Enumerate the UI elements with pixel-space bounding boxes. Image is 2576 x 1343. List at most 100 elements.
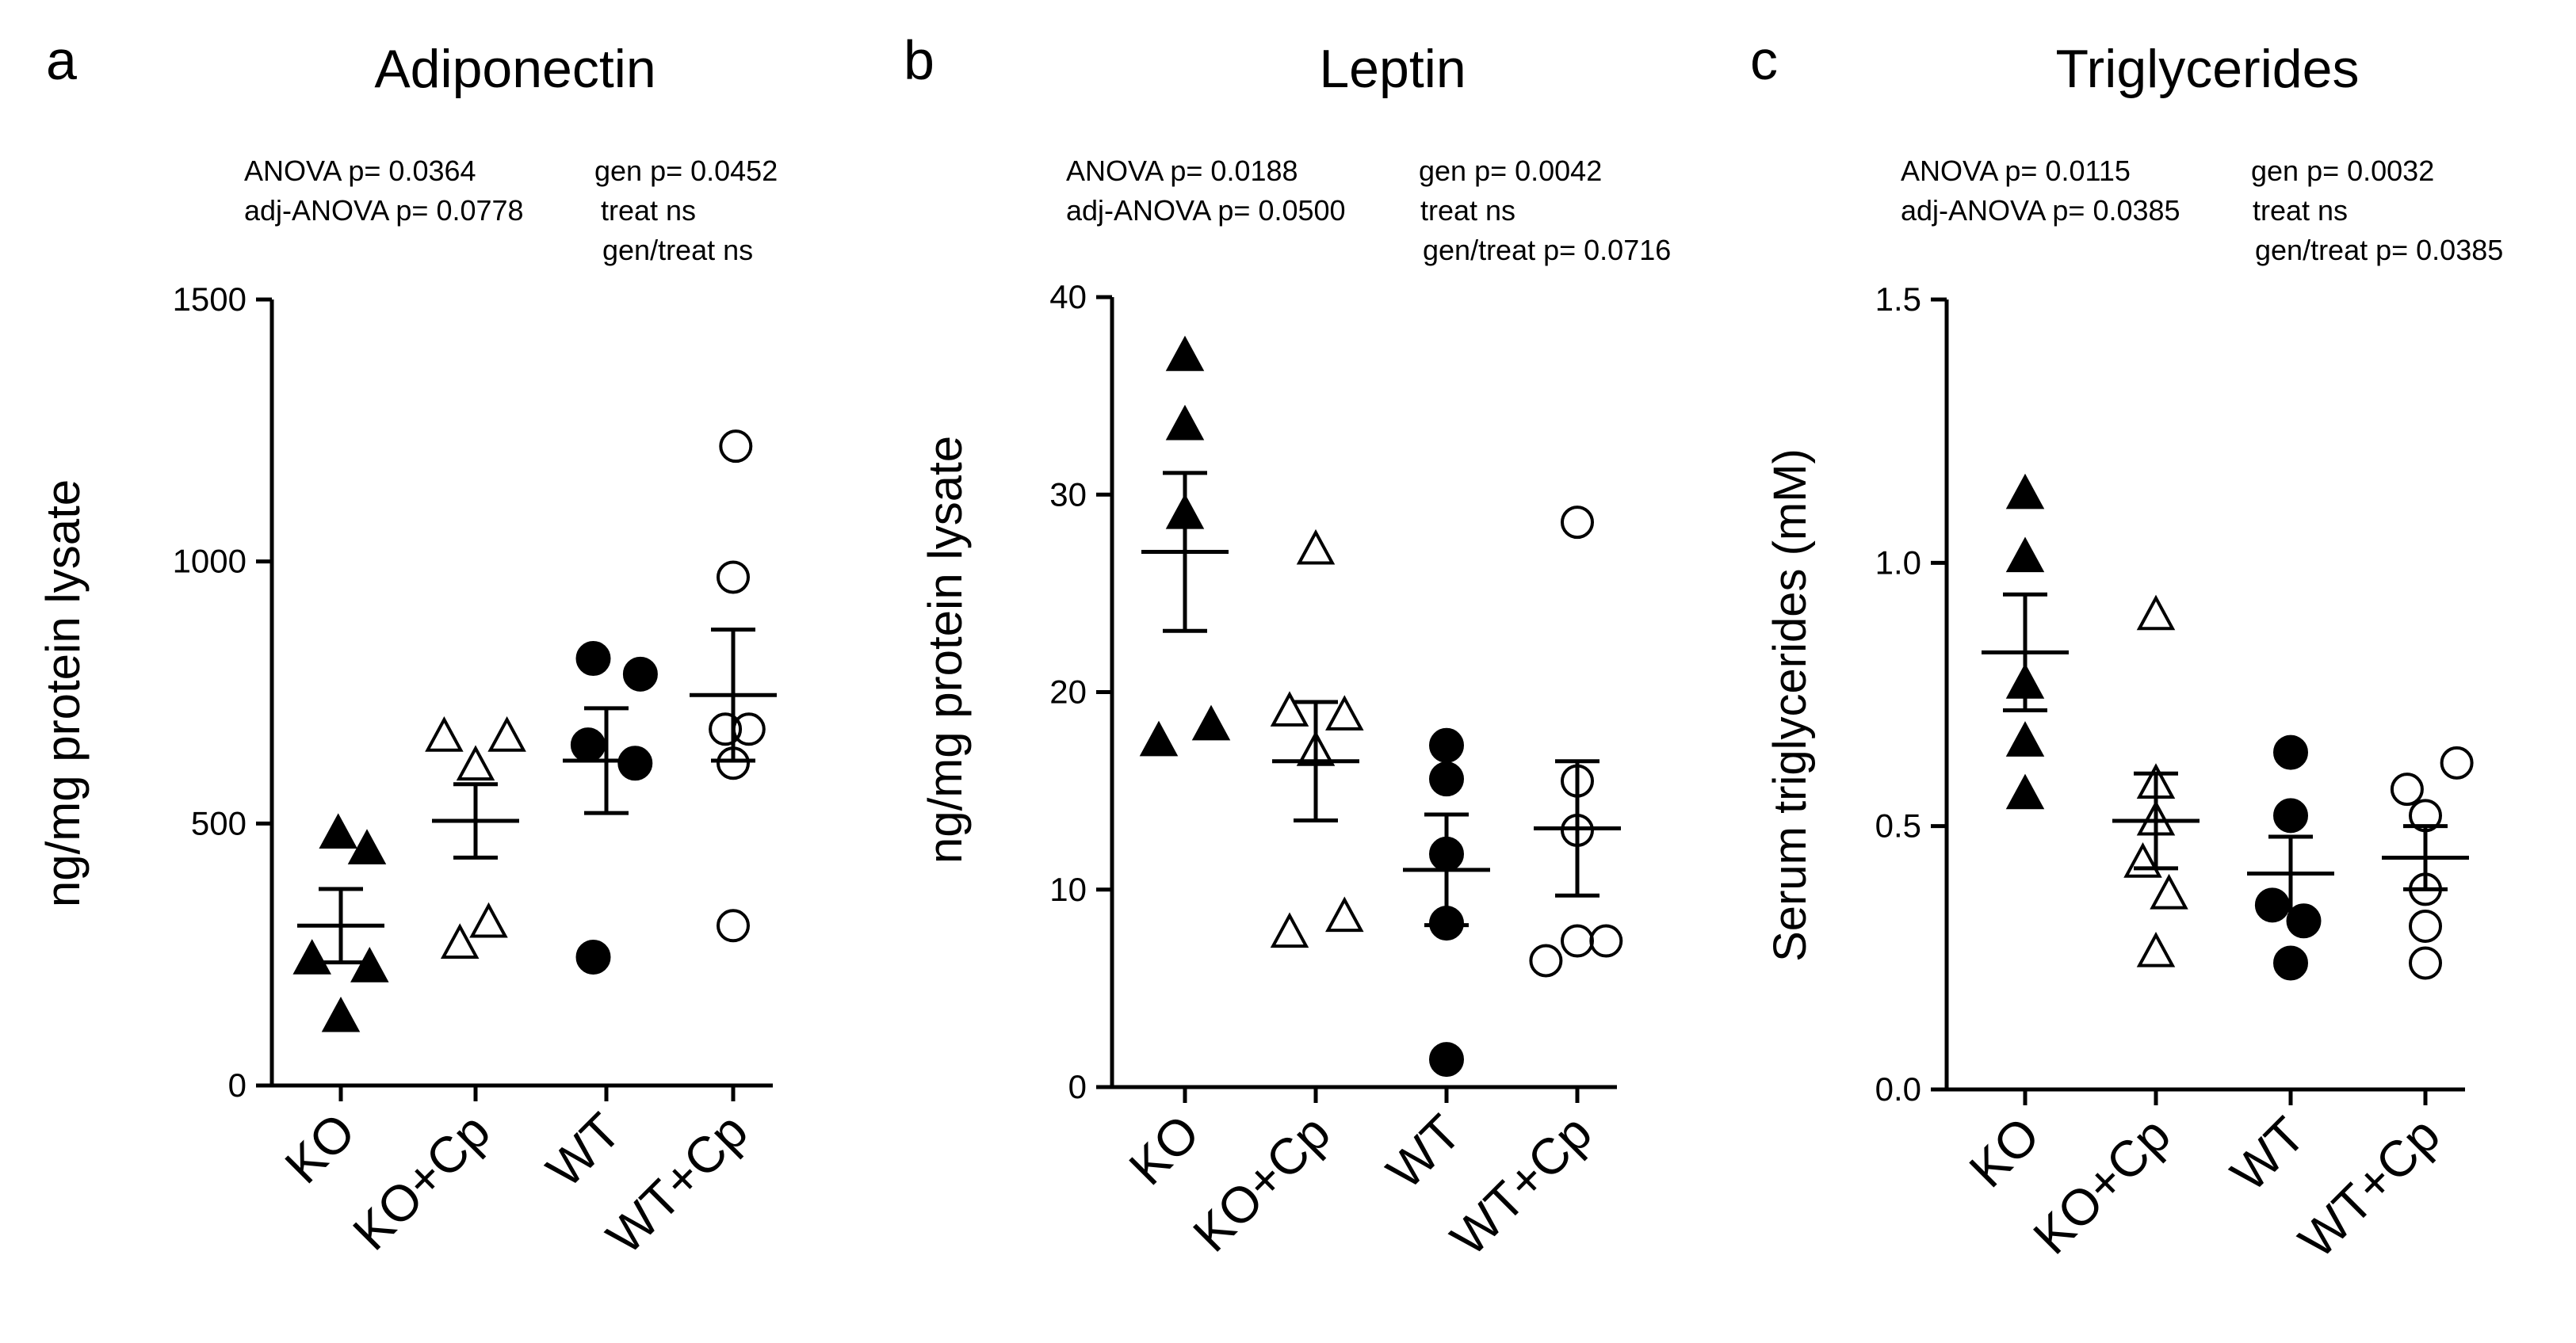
x-tick-label: WT+Cp <box>2287 1106 2451 1269</box>
y-axis-label: ng/mg protein lysate <box>919 436 972 864</box>
stats-anova: ANOVA p= 0.0364 <box>244 155 476 187</box>
y-tick-label: 1.5 <box>1875 280 1921 318</box>
x-tick-label: WT <box>1376 1104 1472 1200</box>
y-tick-label: 40 <box>1049 278 1087 315</box>
data-point <box>292 939 331 975</box>
y-tick-label: 500 <box>191 804 247 841</box>
x-tick-label: KO+Cp <box>1182 1104 1341 1263</box>
data-point <box>1325 896 1364 933</box>
data-point <box>2273 734 2308 770</box>
y-axis-label: Serum triglycerides (mM) <box>1764 448 1816 962</box>
stats-gen: gen p= 0.0042 <box>1419 155 1602 187</box>
stats-gen: gen p= 0.0032 <box>2251 155 2434 187</box>
data-point <box>732 712 766 746</box>
y-tick-label: 20 <box>1049 673 1087 711</box>
y-tick-label: 0.5 <box>1875 807 1921 845</box>
panel-letter: b <box>904 29 934 91</box>
stats-adj-anova: adj-ANOVA p= 0.0500 <box>1066 194 1346 227</box>
data-point <box>1296 528 1336 565</box>
data-point <box>1270 691 1309 727</box>
data-point <box>1561 924 1594 958</box>
data-point <box>1589 924 1623 958</box>
data-point <box>2005 721 2045 757</box>
data-point <box>456 745 495 781</box>
stats-treat: treat ns <box>2253 194 2348 227</box>
y-tick-label: 0.0 <box>1875 1070 1921 1108</box>
data-point <box>440 923 480 959</box>
panel-letter: a <box>46 29 77 91</box>
data-point <box>2005 473 2045 509</box>
x-tick-label: WT+Cp <box>1439 1104 1603 1267</box>
data-point <box>1429 1042 1464 1078</box>
x-tick-label: KO <box>274 1102 366 1194</box>
data-point <box>1165 404 1205 441</box>
x-tick-label: WT <box>536 1102 632 1198</box>
data-point <box>2123 842 2162 878</box>
x-tick-label: KO <box>1118 1104 1210 1196</box>
stats-gen-treat: gen/treat p= 0.0716 <box>1423 234 1671 266</box>
data-point <box>2273 945 2308 981</box>
panel-letter: c <box>1750 29 1778 91</box>
stats-gen-treat: gen/treat ns <box>602 234 753 266</box>
data-point <box>321 996 361 1032</box>
y-tick-label: 10 <box>1049 871 1087 908</box>
data-point <box>1429 727 1464 763</box>
data-point <box>709 712 743 746</box>
data-point <box>1529 944 1563 978</box>
y-tick-label: 1.0 <box>1875 544 1921 581</box>
data-point <box>570 727 606 763</box>
data-point <box>2005 773 2045 810</box>
data-point <box>487 716 526 752</box>
stats-gen-treat: gen/treat p= 0.0385 <box>2255 234 2503 266</box>
panel-leptin: b Leptin ANOVA p= 0.0188 adj-ANOVA p= 0.… <box>904 29 1671 1267</box>
chart-title: Leptin <box>1319 39 1466 99</box>
data-point <box>2409 946 2442 980</box>
y-tick-label: 30 <box>1049 475 1087 513</box>
data-point <box>2390 773 2424 807</box>
data-point <box>2136 931 2176 967</box>
data-point <box>347 829 387 864</box>
data-point <box>2150 873 2188 910</box>
data-point <box>1325 695 1364 731</box>
data-point <box>575 641 611 677</box>
data-point <box>1165 335 1205 372</box>
data-point <box>1270 912 1309 948</box>
stats-anova: ANOVA p= 0.0115 <box>1901 155 2131 187</box>
chart-title: Triglycerides <box>2056 39 2360 99</box>
y-tick-label: 0 <box>1068 1068 1087 1105</box>
data-point <box>2440 746 2474 780</box>
panel-triglycerides: c Triglycerides ANOVA p= 0.0115 adj-ANOV… <box>1750 29 2503 1269</box>
stats-adj-anova: adj-ANOVA p= 0.0385 <box>1901 194 2180 227</box>
data-point <box>1561 506 1594 540</box>
x-tick-label: KO+Cp <box>342 1102 501 1261</box>
data-point <box>2409 909 2442 943</box>
data-point <box>717 560 750 594</box>
y-tick-label: 1500 <box>173 280 247 318</box>
x-tick-label: WT <box>2220 1106 2316 1202</box>
data-point <box>717 909 750 943</box>
stats-adj-anova: adj-ANOVA p= 0.0778 <box>244 194 524 227</box>
data-point <box>1429 761 1464 797</box>
stats-treat: treat ns <box>601 194 696 227</box>
stats-gen: gen p= 0.0452 <box>594 155 778 187</box>
data-point <box>2136 594 2176 631</box>
y-tick-label: 1000 <box>173 543 247 580</box>
data-point <box>1191 704 1231 741</box>
data-point <box>2286 903 2322 939</box>
stats-treat: treat ns <box>1420 194 1515 227</box>
data-point <box>617 746 653 781</box>
data-point <box>2273 798 2308 834</box>
data-point <box>425 716 464 752</box>
x-tick-label: WT+Cp <box>595 1102 759 1265</box>
data-point <box>575 939 611 975</box>
data-point <box>469 902 508 938</box>
data-point <box>350 947 389 982</box>
data-point <box>1139 720 1179 757</box>
y-tick-label: 0 <box>228 1066 247 1104</box>
data-point <box>622 656 658 692</box>
stats-anova: ANOVA p= 0.0188 <box>1066 155 1298 187</box>
